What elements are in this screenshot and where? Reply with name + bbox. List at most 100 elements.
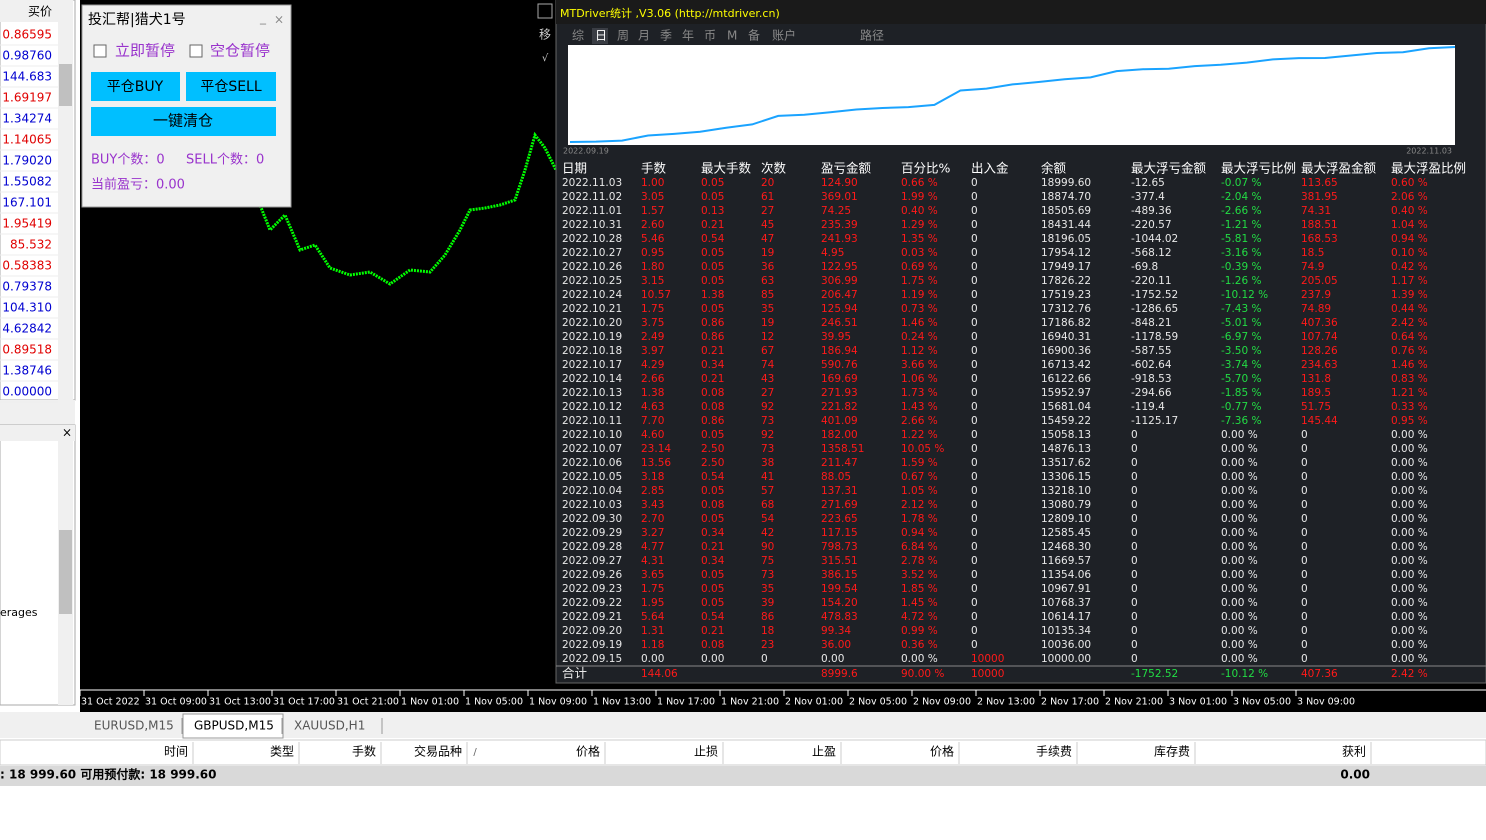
table-cell: 205.05 bbox=[1301, 275, 1338, 287]
chart-tab[interactable]: GBPUSD,M15 bbox=[194, 719, 274, 733]
table-cell: 0.08 bbox=[701, 499, 724, 511]
time-label: 3 Nov 01:00 bbox=[1169, 697, 1227, 708]
scrollbar[interactable] bbox=[58, 0, 73, 400]
terminal-column[interactable]: 手续费 bbox=[1036, 745, 1072, 759]
side-icon[interactable]: 移 bbox=[539, 28, 551, 42]
table-cell: 10.05 % bbox=[901, 443, 944, 455]
table-cell: 221.82 bbox=[821, 401, 858, 413]
stats-tab[interactable]: 周 bbox=[617, 29, 629, 43]
stats-tab[interactable]: 月 bbox=[638, 29, 650, 43]
table-cell: 401.09 bbox=[821, 415, 858, 427]
button-label[interactable]: 平仓SELL bbox=[200, 79, 262, 95]
table-cell: 0.21 bbox=[701, 219, 724, 231]
side-icon[interactable]: √ bbox=[542, 53, 549, 64]
table-cell: 0.95 % bbox=[1391, 415, 1428, 427]
chart-tab[interactable]: XAUUSD,H1 bbox=[294, 719, 365, 733]
scroll-thumb[interactable] bbox=[59, 64, 72, 106]
terminal-column[interactable]: 价格 bbox=[930, 744, 954, 759]
table-cell: 73 bbox=[761, 415, 774, 427]
price-candles bbox=[256, 131, 558, 286]
table-cell: 88.05 bbox=[821, 471, 851, 483]
terminal-column[interactable]: 手数 bbox=[352, 744, 376, 759]
panel-toggle[interactable] bbox=[537, 3, 553, 19]
bid-price: 1.69197 bbox=[2, 91, 52, 105]
table-cell: 0 bbox=[971, 597, 978, 609]
stats-tab[interactable]: 备 bbox=[748, 29, 760, 43]
table-cell: 0.34 bbox=[701, 527, 725, 539]
table-cell: 0 bbox=[1131, 429, 1138, 441]
scroll-thumb[interactable] bbox=[59, 530, 72, 614]
table-cell: 0 bbox=[971, 639, 978, 651]
table-cell: 0.94 % bbox=[1391, 233, 1428, 245]
terminal-column[interactable]: 价格 bbox=[576, 744, 600, 759]
terminal-column[interactable]: 获利 bbox=[1342, 745, 1366, 759]
table-cell: 798.73 bbox=[821, 541, 858, 553]
table-cell: 0.40 % bbox=[1391, 205, 1428, 217]
stats-tab[interactable]: 日 bbox=[595, 29, 607, 43]
table-cell: 2.50 bbox=[701, 443, 724, 455]
button[interactable] bbox=[91, 107, 276, 136]
total-cell: 144.06 bbox=[641, 668, 678, 680]
column-header: 百分比% bbox=[901, 161, 951, 176]
table-cell: 0.00 % bbox=[1221, 513, 1258, 525]
chart-tab[interactable]: EURUSD,M15 bbox=[94, 719, 174, 733]
stats-tab[interactable]: 币 bbox=[704, 29, 716, 43]
table-cell: -0.77 % bbox=[1221, 401, 1262, 413]
terminal-column[interactable]: 交易品种 bbox=[414, 744, 462, 759]
table-cell: 18999.60 bbox=[1041, 177, 1091, 189]
terminal-column[interactable]: 时间 bbox=[164, 745, 188, 759]
table-cell: 74.9 bbox=[1301, 261, 1324, 273]
table-cell: -1125.17 bbox=[1131, 415, 1178, 427]
table-cell: 0 bbox=[971, 261, 978, 273]
minimize-button[interactable]: _ bbox=[259, 11, 267, 25]
table-cell: 41 bbox=[761, 471, 774, 483]
checkbox[interactable] bbox=[93, 44, 107, 58]
stats-tab[interactable]: 路径 bbox=[860, 28, 884, 43]
time-label: 2 Nov 05:00 bbox=[849, 697, 907, 708]
table-cell: 1.85 % bbox=[901, 583, 938, 595]
terminal-column[interactable]: 类型 bbox=[270, 745, 294, 759]
table-cell: 3.05 bbox=[641, 191, 664, 203]
table-cell: 18874.70 bbox=[1041, 191, 1091, 203]
button-label[interactable]: 一键清仓 bbox=[153, 112, 213, 130]
current-pnl: 当前盈亏：0.00 bbox=[91, 177, 185, 193]
close-button[interactable]: × bbox=[274, 13, 284, 27]
stats-tab[interactable]: 综 bbox=[572, 29, 584, 43]
stats-tab[interactable]: M bbox=[727, 29, 737, 43]
table-cell: 2022.10.06 bbox=[562, 457, 622, 469]
button[interactable] bbox=[186, 72, 276, 101]
terminal-balance-row bbox=[0, 766, 1486, 786]
button[interactable] bbox=[91, 72, 180, 101]
table-cell: 13517.62 bbox=[1041, 457, 1091, 469]
time-label: 31 Oct 2022 bbox=[81, 697, 140, 708]
table-cell: 0 bbox=[1131, 471, 1138, 483]
table-cell: -0.07 % bbox=[1221, 177, 1262, 189]
close-button[interactable]: × bbox=[62, 426, 72, 440]
table-cell: 0.05 bbox=[701, 303, 724, 315]
table-cell: 2022.10.28 bbox=[562, 233, 622, 245]
column-header: 余额 bbox=[1041, 161, 1067, 176]
table-cell: 2022.11.01 bbox=[562, 205, 622, 217]
button-label[interactable]: 平仓BUY bbox=[107, 79, 164, 95]
stats-tab[interactable]: 季 bbox=[660, 29, 672, 43]
stats-tab[interactable]: 年 bbox=[682, 29, 694, 43]
terminal-column[interactable]: 止盈 bbox=[812, 745, 836, 759]
table-cell: 12585.45 bbox=[1041, 527, 1091, 539]
terminal-column[interactable]: 库存费 bbox=[1154, 744, 1190, 759]
table-cell: 0.00 % bbox=[1391, 457, 1428, 469]
table-cell: 0.00 % bbox=[1221, 541, 1258, 553]
column-header: 出入金 bbox=[971, 161, 1009, 176]
table-cell: 0 bbox=[971, 555, 978, 567]
table-cell: 182.00 bbox=[821, 429, 858, 441]
table-cell: 1.04 % bbox=[1391, 219, 1428, 231]
table-cell: -5.01 % bbox=[1221, 317, 1262, 329]
stats-tab[interactable]: 账户 bbox=[772, 28, 796, 43]
table-cell: 0.00 % bbox=[1391, 625, 1428, 637]
table-cell: 12468.30 bbox=[1041, 541, 1091, 553]
table-cell: 42 bbox=[761, 527, 774, 539]
terminal-column[interactable]: 止损 bbox=[694, 745, 718, 759]
table-cell: 206.47 bbox=[821, 289, 858, 301]
table-cell: 2022.11.02 bbox=[562, 191, 622, 203]
table-cell: 0 bbox=[971, 541, 978, 553]
checkbox[interactable] bbox=[189, 44, 203, 58]
